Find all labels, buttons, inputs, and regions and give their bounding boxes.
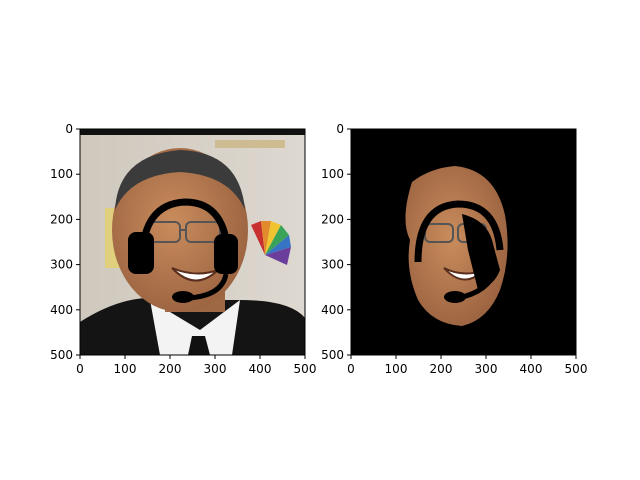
- left-x-tick-label: 200: [159, 362, 182, 376]
- right-axes-frame: [350, 128, 577, 356]
- left-y-tick-label: 200: [50, 212, 73, 226]
- right-y-tick-label: 400: [321, 303, 344, 317]
- right-x-tick-label: 400: [520, 362, 543, 376]
- left-x-tick-label: 300: [204, 362, 227, 376]
- left-photo: [80, 129, 305, 355]
- left-x-tick-label: 500: [294, 362, 317, 376]
- right-x-tick-label: 500: [565, 362, 588, 376]
- left-x-tick-label: 0: [76, 362, 84, 376]
- right-x-tick-label: 100: [385, 362, 408, 376]
- right-x-tick-label: 0: [347, 362, 355, 376]
- right-photo: [351, 129, 576, 355]
- right-y-tick-label: 500: [321, 348, 344, 362]
- right-y-tick-label: 100: [321, 167, 344, 181]
- left-y-tick-label: 400: [50, 303, 73, 317]
- right-x-tick-label: 200: [430, 362, 453, 376]
- left-x-tick-label: 400: [249, 362, 272, 376]
- right-y-tick-label: 200: [321, 212, 344, 226]
- left-y-tick-label: 100: [50, 167, 73, 181]
- left-y-tick-label: 0: [65, 122, 73, 136]
- right-x-tick-label: 300: [475, 362, 498, 376]
- right-y-tick-label: 300: [321, 258, 344, 272]
- left-y-tick-label: 500: [50, 348, 73, 362]
- right-y-tick-label: 0: [336, 122, 344, 136]
- left-axes-frame: [79, 128, 306, 356]
- left-x-tick-label: 100: [114, 362, 137, 376]
- left-y-tick-label: 300: [50, 258, 73, 272]
